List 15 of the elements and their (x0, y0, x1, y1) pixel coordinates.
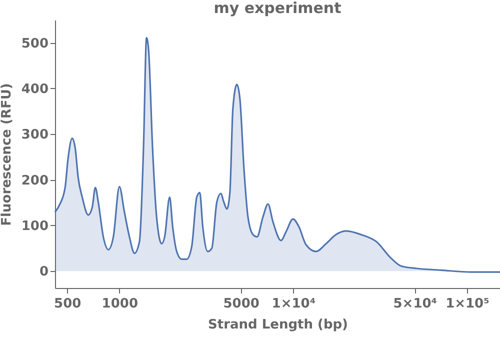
y-axis-title: Fluorescence (RFU) (0, 83, 14, 226)
x-tick-label: 1000 (102, 296, 138, 312)
y-tick-label: 400 (21, 82, 48, 97)
chart-title: my experiment (214, 0, 342, 17)
x-tick-label: 5000 (223, 296, 260, 312)
x-tick-label: 5×10⁴ (393, 296, 438, 312)
x-axis-title: Strand Length (bp) (208, 318, 348, 332)
y-tick-label: 500 (21, 36, 48, 52)
x-tick-label: 1×10⁴ (272, 296, 316, 312)
y-tick-label: 100 (21, 218, 48, 234)
x-tick-label: 1×10⁵ (446, 296, 490, 312)
y-tick-label: 200 (21, 173, 48, 188)
y-tick-label: 300 (21, 128, 48, 143)
x-tick-label: 500 (54, 296, 82, 312)
y-tick-label: 0 (39, 264, 48, 280)
